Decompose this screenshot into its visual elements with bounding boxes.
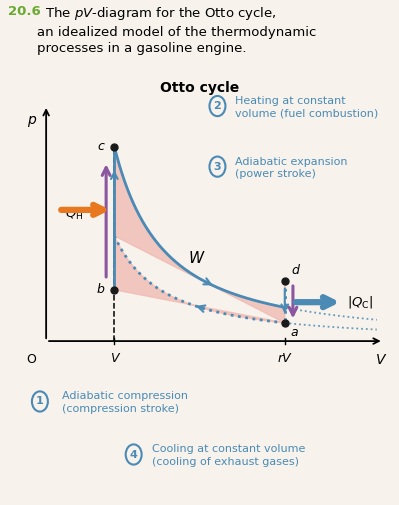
Text: (power stroke): (power stroke) (235, 169, 316, 179)
Text: Adiabatic expansion: Adiabatic expansion (235, 157, 348, 167)
Text: c: c (97, 140, 104, 153)
Text: Otto cycle: Otto cycle (160, 81, 239, 95)
Polygon shape (115, 146, 285, 323)
Text: volume (fuel combustion): volume (fuel combustion) (235, 109, 379, 119)
Text: The $pV$-diagram for the Otto cycle,
an idealized model of the thermodynamic
pro: The $pV$-diagram for the Otto cycle, an … (37, 5, 316, 55)
Text: Heating at constant: Heating at constant (235, 96, 346, 106)
Text: 1: 1 (36, 396, 44, 407)
Text: (compression stroke): (compression stroke) (62, 404, 179, 414)
Text: V: V (110, 352, 119, 365)
Text: (cooling of exhaust gases): (cooling of exhaust gases) (152, 457, 298, 467)
Text: $Q_\mathrm{H}$: $Q_\mathrm{H}$ (65, 207, 84, 222)
Text: d: d (292, 264, 300, 277)
Text: rV: rV (278, 352, 292, 365)
Text: p: p (27, 114, 36, 127)
Text: 20.6: 20.6 (8, 5, 41, 18)
Text: 3: 3 (213, 162, 221, 172)
Text: W: W (189, 251, 204, 266)
Text: 4: 4 (130, 449, 138, 460)
Text: 2: 2 (213, 101, 221, 111)
Text: O: O (26, 352, 36, 366)
Text: Cooling at constant volume: Cooling at constant volume (152, 444, 305, 454)
Text: a: a (290, 326, 298, 339)
Text: $|Q_\mathrm{C}|$: $|Q_\mathrm{C}|$ (348, 294, 374, 310)
Text: b: b (96, 283, 104, 296)
Text: V: V (375, 352, 385, 367)
Text: Adiabatic compression: Adiabatic compression (62, 391, 188, 401)
